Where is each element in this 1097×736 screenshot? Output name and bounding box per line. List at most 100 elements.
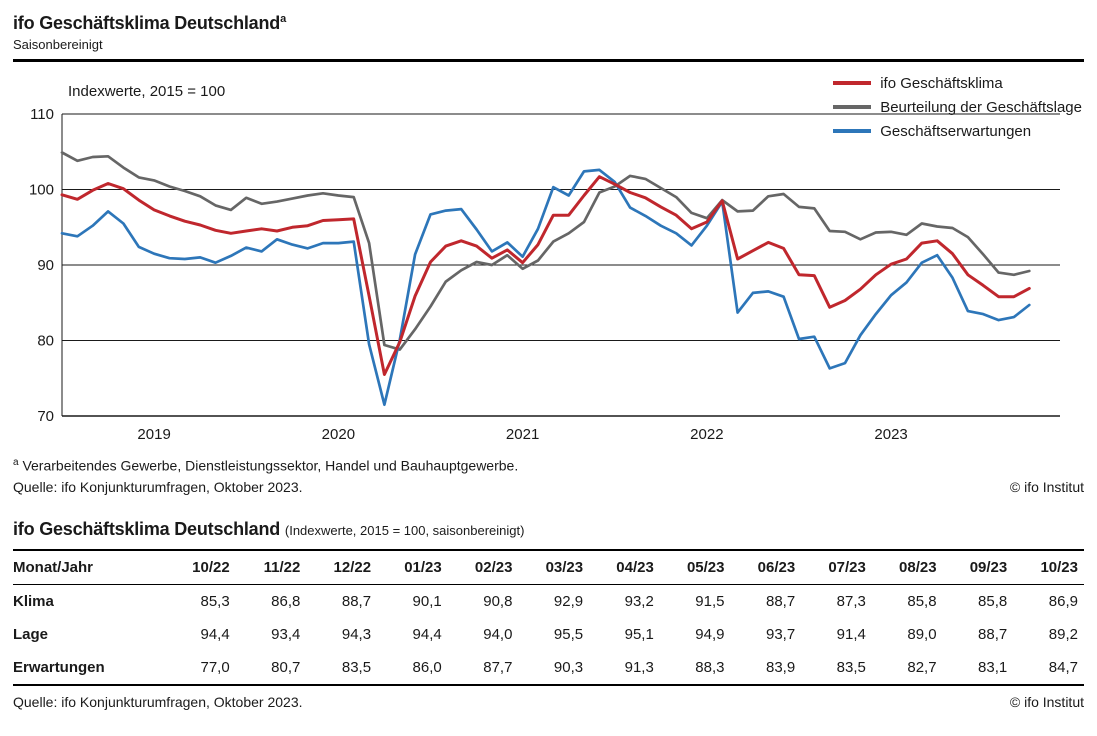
column-header: 03/23 (518, 549, 590, 585)
column-header: 05/23 (659, 549, 731, 585)
chart-section: 70 80 90 100 110 2019 2020 2021 2022 2023 Indexwe… (13, 62, 1084, 455)
table-row-erwartungen: Erwartungen 77,0 80,7 83,5 86,0 87,7 90,3 91,3 8… (13, 651, 1084, 685)
legend-label-erwartungen: Geschäftserwartungen (880, 122, 1032, 140)
series-line-1 (60, 151, 1031, 351)
column-header: 01/23 (377, 549, 448, 585)
column-header: 11/22 (235, 549, 307, 585)
value-cell: 77,0 (200, 658, 230, 676)
column-header: 09/23 (942, 549, 1014, 585)
chart-copyright: © ifo Institut (1009, 478, 1084, 495)
data-table: Monat/Jahr 10/22 11/22 12/22 01/23 02/23 03/23… (13, 548, 1084, 686)
value-cell: 90,3 (553, 658, 584, 676)
legend-label-klima: ifo Geschäftsklima (880, 74, 1003, 92)
table-body: Klima 85,3 86,8 88,7 90,1 90,8 92,9 93,2 91,5 88,… (13, 584, 1084, 685)
table-row-klima: Klima 85,3 86,8 88,7 90,1 90,8 92,9 93,2 91,5 88,… (13, 584, 1084, 618)
column-header: 06/23 (730, 549, 802, 585)
legend-swatch-klima (833, 81, 872, 85)
value-cell: 94,0 (483, 625, 513, 643)
index-note: Indexwerte, 2015 = 100 (68, 83, 226, 100)
value-cell: 82,7 (907, 658, 937, 676)
x-year-label: 2020 (322, 426, 355, 443)
value-cell: 83,5 (341, 658, 372, 676)
legend-item-lage: Beurteilung der Geschäftslage (833, 95, 1082, 119)
y-tick-label: 110 (30, 106, 54, 123)
column-header: 10/23 (1013, 549, 1084, 585)
value-cell: 92,9 (553, 592, 584, 610)
y-tick-label: 70 (37, 408, 54, 425)
value-cell: 90,1 (412, 592, 442, 610)
value-cell: 87,3 (836, 592, 866, 610)
value-cell: 94,4 (200, 625, 230, 643)
table-title-text: ifo Geschäftsklima Deutschland (13, 518, 281, 539)
value-cell: 89,0 (907, 625, 937, 643)
header-rule (13, 59, 1084, 62)
value-cell: 84,7 (1048, 658, 1078, 676)
value-cell: 83,1 (978, 658, 1008, 676)
value-cell: 93,4 (271, 625, 301, 643)
column-header: 04/23 (589, 549, 660, 585)
value-cell: 83,9 (765, 658, 796, 676)
value-cell: 88,7 (765, 592, 796, 610)
value-cell: 93,7 (765, 625, 796, 643)
table-copyright: © ifo Institut (1009, 693, 1084, 710)
table-row-lage: Lage 94,4 93,4 94,3 94,4 94,0 95,5 95,1 94,9 93,7… (13, 618, 1084, 651)
legend-swatch-lage (833, 105, 872, 109)
table-header-row: Monat/Jahr 10/22 11/22 12/22 01/23 02/23 03/23… (13, 549, 1084, 585)
series-line-2 (60, 168, 1031, 407)
row-label: Klima (13, 592, 54, 610)
value-cell: 85,8 (907, 592, 937, 610)
x-year-label: 2022 (690, 426, 723, 443)
value-cell: 94,4 (412, 625, 442, 643)
value-cell: 95,1 (624, 625, 654, 643)
chart-legend: ifo Geschäftsklima Beurteilung der Gesch… (833, 71, 1082, 143)
page-subtitle: Saisonbereinigt (13, 37, 103, 52)
table-source: Quelle: ifo Konjunkturumfragen, Oktober … (13, 693, 303, 710)
column-header: 07/23 (801, 549, 872, 585)
table-title: ifo Geschäftsklima Deutschland (Indexwer… (13, 519, 1084, 540)
value-cell: 94,9 (695, 625, 725, 643)
column-header: 12/22 (306, 549, 378, 585)
page-title-text: ifo Geschäftsklima Deutschland (13, 13, 281, 33)
y-tick-label: 90 (37, 257, 54, 274)
value-cell: 88,3 (695, 658, 725, 676)
column-header: 08/23 (871, 549, 943, 585)
value-cell: 91,3 (624, 658, 654, 676)
value-cell: 80,7 (271, 658, 301, 676)
row-label: Lage (13, 625, 49, 643)
value-cell: 93,2 (624, 592, 654, 610)
table-title-note: (Indexwerte, 2015 = 100, saisonbereinigt… (284, 522, 525, 538)
column-header: 10/22 (165, 549, 236, 585)
page-title-footnote-marker: a (280, 13, 286, 25)
row-label: Erwartungen (13, 658, 105, 676)
value-cell: 87,7 (483, 658, 513, 676)
column-header-monat-jahr: Monat/Jahr (13, 549, 165, 585)
value-cell: 88,7 (341, 592, 372, 610)
value-cell: 89,2 (1048, 625, 1078, 643)
x-year-label: 2023 (874, 426, 907, 443)
value-cell: 95,5 (553, 625, 584, 643)
chart-footnote: a Verarbeitendes Gewerbe, Dienstleistung… (13, 457, 1084, 474)
value-cell: 86,0 (412, 658, 442, 676)
column-header: 02/23 (447, 549, 519, 585)
value-cell: 94,3 (341, 625, 372, 643)
footnote-marker: a (13, 457, 19, 468)
page: ifo Geschäftsklima Deutschlanda Saisonbe… (13, 8, 1084, 710)
value-cell: 85,8 (978, 592, 1008, 610)
value-cell: 85,3 (200, 592, 230, 610)
value-cell: 86,9 (1048, 592, 1078, 610)
legend-swatch-erwartungen (833, 129, 872, 133)
x-year-label: 2021 (506, 426, 539, 443)
legend-label-lage: Beurteilung der Geschäftslage (880, 98, 1082, 116)
value-cell: 88,7 (978, 625, 1008, 643)
table-section: ifo Geschäftsklima Deutschland (Indexwer… (13, 519, 1084, 710)
value-cell: 91,5 (695, 592, 725, 610)
y-tick-label: 80 (37, 333, 54, 350)
series-line-0 (60, 175, 1031, 376)
value-cell: 83,5 (836, 658, 866, 676)
chart-source: Quelle: ifo Konjunkturumfragen, Oktober … (13, 478, 303, 495)
table-source-row: Quelle: ifo Konjunkturumfragen, Oktober … (13, 694, 1084, 710)
legend-item-klima: ifo Geschäftsklima (833, 71, 1082, 95)
value-cell: 91,4 (836, 625, 866, 643)
business-climate-chart: 70 80 90 100 110 2019 2020 2021 2022 2023 (29, 106, 1060, 443)
page-title: ifo Geschäftsklima Deutschlanda (13, 8, 1084, 34)
